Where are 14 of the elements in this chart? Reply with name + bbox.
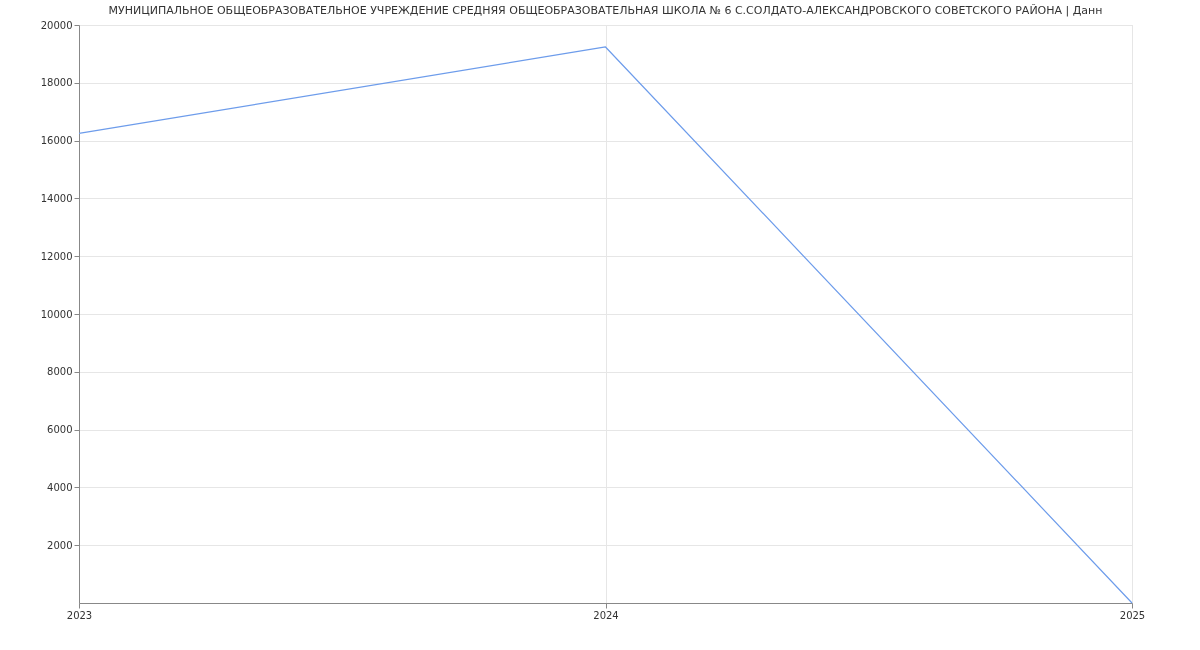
y-tick-label: 6000: [47, 424, 73, 436]
y-tick-label: 4000: [47, 481, 73, 493]
y-tick-label: 18000: [40, 77, 73, 89]
y-tick-label: 10000: [40, 308, 73, 320]
chart-title: МУНИЦИПАЛЬНОЕ ОБЩЕОБРАЗОВАТЕЛЬНОЕ УЧРЕЖДЕНИЕ СРЕДНЯЯ ОБЩЕОБРАЗОВАТЕЛЬНАЯ ШКОЛА № 6 С.СОЛДАТО-АЛЕКСАНДРОВСКОГО СОВЕТСКОГО РАЙОНА | Данн: [108, 4, 1103, 17]
y-tick-label: 16000: [40, 135, 73, 147]
x-tick-label: 2024: [593, 609, 619, 621]
y-tick-label: 20000: [40, 19, 73, 31]
y-tick-label: 2000: [47, 539, 73, 551]
x-tick-label: 2025: [1119, 609, 1146, 621]
y-tick-label: 8000: [47, 366, 73, 378]
y-tick-label: 14000: [40, 192, 73, 204]
x-tick-label: 2023: [66, 609, 93, 621]
y-tick-label: 12000: [40, 250, 73, 262]
